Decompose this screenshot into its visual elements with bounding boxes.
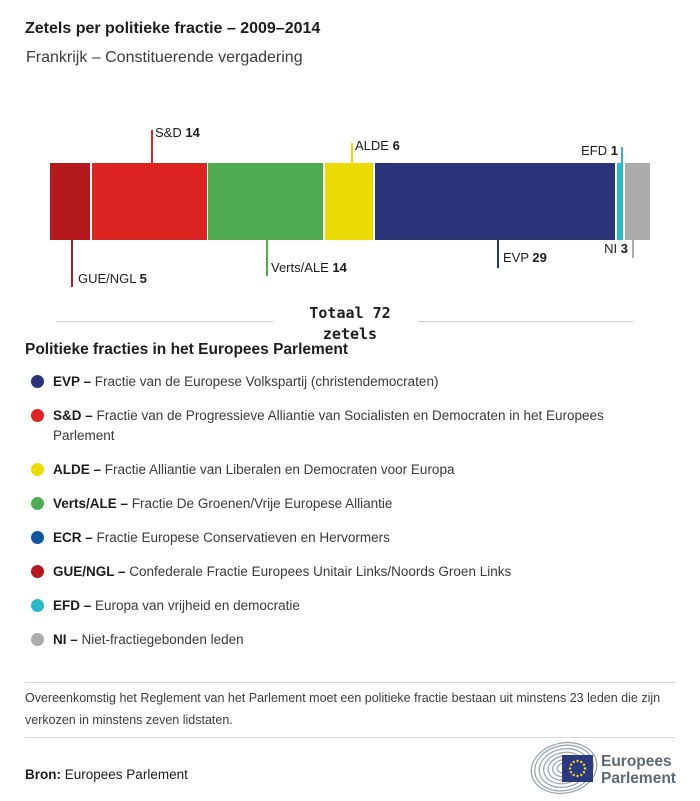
- leader-line-GUE/NGL: [71, 240, 73, 287]
- legend-row-ALDE: ALDE – Fractie Alliantie van Liberalen e…: [25, 460, 677, 480]
- leader-line-Verts/ALE: [266, 240, 268, 276]
- bar-label-value: 1: [610, 143, 618, 158]
- legend-description: Verts/ALE – Fractie De Groenen/Vrije Eur…: [53, 496, 393, 511]
- legend-description: NI – Niet-fractiegebonden leden: [53, 632, 244, 647]
- chart-subtitle: Frankrijk – Constituerende vergadering: [26, 49, 303, 66]
- bar-label-value: 29: [532, 250, 547, 265]
- legend-row-S&D: S&D – Fractie van de Progressieve Allian…: [25, 406, 677, 446]
- ep-logo: Europees Parlement: [530, 742, 676, 794]
- bar-label-NI: NI 3: [604, 241, 628, 256]
- legend-row-GUE/NGL: GUE/NGL – Confederale Fractie Europees U…: [25, 562, 677, 582]
- legend-dot-icon: [31, 531, 44, 544]
- bar-label-name: S&D: [155, 125, 186, 140]
- legend-description: S&D – Fractie van de Progressieve Allian…: [53, 408, 604, 443]
- total-seats-line1: Totaal 72: [309, 304, 391, 322]
- bar-segment-S&D: [91, 163, 207, 240]
- legend-row-NI: NI – Niet-fractiegebonden leden: [25, 630, 677, 650]
- legend-row-ECR: ECR – Fractie Europese Conservatieven en…: [25, 528, 677, 548]
- legend-abbr: EFD –: [53, 598, 92, 613]
- legend-row-Verts/ALE: Verts/ALE – Fractie De Groenen/Vrije Eur…: [25, 494, 677, 514]
- bar-label-value: 14: [332, 260, 347, 275]
- legend-row-EFD: EFD – Europa van vrijheid en democratie: [25, 596, 677, 616]
- legend-dot-icon: [31, 409, 44, 422]
- bar-label-EFD: EFD 1: [581, 143, 618, 158]
- bar-label-name: EVP: [503, 250, 533, 265]
- footer-rule-top: [25, 682, 675, 683]
- leader-line-EFD: [621, 147, 623, 163]
- legend-description: EFD – Europa van vrijheid en democratie: [53, 598, 300, 613]
- bar-label-GUE/NGL: GUE/NGL 5: [78, 271, 147, 286]
- legend-row-EVP: EVP – Fractie van de Europese Volksparti…: [25, 372, 677, 392]
- legend-dot-icon: [31, 565, 44, 578]
- bar-label-name: EFD: [581, 143, 611, 158]
- logo-wordmark: Europees Parlement: [601, 753, 676, 787]
- legend-abbr: Verts/ALE –: [53, 496, 129, 511]
- legend: EVP – Fractie van de Europese Volksparti…: [25, 372, 677, 664]
- bar-label-name: ALDE: [355, 138, 393, 153]
- leader-line-ALDE: [351, 143, 353, 163]
- legend-description: EVP – Fractie van de Europese Volksparti…: [53, 374, 439, 389]
- leader-line-NI: [632, 240, 634, 258]
- chart-title: Zetels per politieke fractie – 2009–2014: [25, 20, 321, 37]
- legend-abbr: GUE/NGL –: [53, 564, 126, 579]
- footnote: Overeenkomstig het Reglement van het Par…: [25, 691, 661, 727]
- total-seats-line2: zetels: [322, 325, 378, 343]
- legend-description: GUE/NGL – Confederale Fractie Europees U…: [53, 564, 512, 579]
- bar-label-S&D: S&D 14: [155, 125, 200, 140]
- legend-description: ECR – Fractie Europese Conservatieven en…: [53, 530, 390, 545]
- leader-line-S&D: [151, 130, 153, 163]
- bar-label-name: Verts/ALE: [271, 260, 333, 275]
- source-line: Bron: Europees Parlement: [25, 767, 188, 782]
- total-seats: Totaal 72 zetels: [0, 303, 700, 345]
- legend-dot-icon: [31, 599, 44, 612]
- leader-line-EVP: [497, 240, 499, 268]
- bar-segment-GUE/NGL: [50, 163, 90, 240]
- legend-dot-icon: [31, 463, 44, 476]
- legend-abbr: EVP –: [53, 374, 92, 389]
- footer-rule-bottom: [25, 737, 675, 738]
- bar-label-value: 3: [620, 241, 628, 256]
- bar-label-name: GUE/NGL: [78, 271, 140, 286]
- bar-segment-NI: [625, 163, 650, 240]
- eu-flag-icon: [562, 755, 593, 782]
- legend-dot-icon: [31, 375, 44, 388]
- logo-text-line2: Parlement: [601, 770, 676, 787]
- legend-description: ALDE – Fractie Alliantie van Liberalen e…: [53, 462, 455, 477]
- legend-abbr: S&D –: [53, 408, 93, 423]
- bar-label-value: 14: [185, 125, 200, 140]
- legend-abbr: ECR –: [53, 530, 93, 545]
- total-divider-right: [418, 321, 633, 322]
- bar-label-name: NI: [604, 241, 621, 256]
- legend-dot-icon: [31, 497, 44, 510]
- bar-label-EVP: EVP 29: [503, 250, 547, 265]
- bar-segment-EVP: [375, 163, 615, 240]
- legend-heading: Politieke fracties in het Europees Parle…: [25, 341, 349, 358]
- total-divider-left: [57, 321, 273, 322]
- source-label: Bron:: [25, 767, 61, 782]
- bar-segment-EFD: [616, 163, 624, 240]
- bar-label-value: 6: [392, 138, 400, 153]
- bar-label-value: 5: [139, 271, 147, 286]
- logo-text-line1: Europees: [601, 753, 672, 770]
- bar-segment-Verts/ALE: [208, 163, 324, 240]
- legend-abbr: NI –: [53, 632, 78, 647]
- legend-abbr: ALDE –: [53, 462, 102, 477]
- bar-label-Verts/ALE: Verts/ALE 14: [271, 260, 347, 275]
- source-text: Europees Parlement: [64, 767, 188, 782]
- legend-dot-icon: [31, 633, 44, 646]
- bar-label-ALDE: ALDE 6: [355, 138, 400, 153]
- bar-segment-ALDE: [325, 163, 374, 240]
